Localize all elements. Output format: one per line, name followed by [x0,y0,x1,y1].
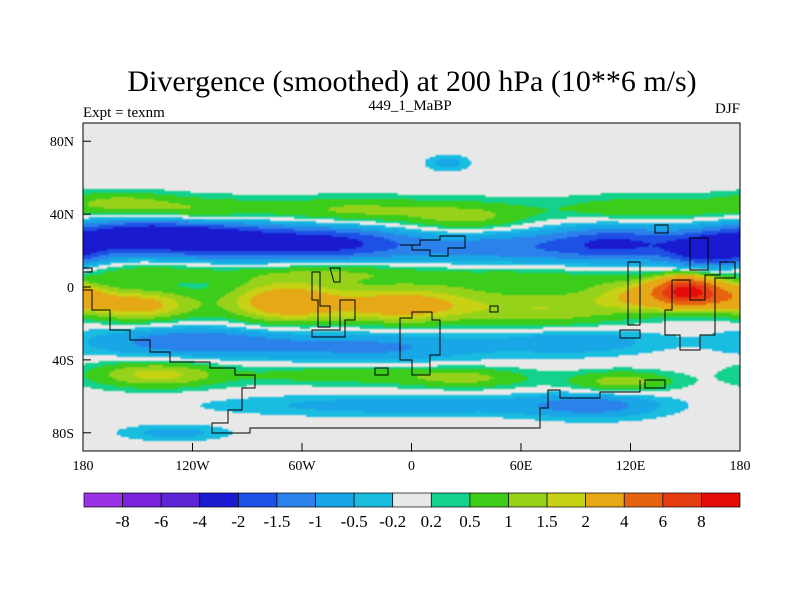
x-tick-label: 120W [175,459,210,474]
x-tick-label: 180 [73,459,94,474]
colorbar-label: 0.2 [421,512,442,531]
colorbar-label: -6 [154,512,168,531]
x-axis: 180 120W 60W 0 60E 120E 180 [73,443,751,474]
case-label: 449_1_MaBP [368,98,451,114]
colorbar-swatch [430,492,471,508]
colorbar-swatch [546,492,586,508]
colorbar-label: -0.2 [379,512,406,531]
colorbar-label: -8 [116,512,130,531]
colorbar-swatch [623,492,664,508]
y-tick-label: 80N [50,135,74,150]
colorbar-label: -0.5 [341,512,368,531]
season-label: DJF [715,101,740,117]
colorbar-swatch [122,492,162,508]
colorbar-swatch [662,492,702,508]
colorbar-label: 2 [581,512,590,531]
colorbar-label: 0.5 [459,512,480,531]
y-tick-label: 40S [52,354,74,369]
map-panel [82,122,741,452]
colorbar-swatch [276,492,316,508]
colorbar-label: 8 [697,512,706,531]
colorbar-swatch [392,492,432,508]
colorbar-swatch [353,492,394,508]
x-tick-label: 60W [288,459,316,474]
colorbar-label: 1 [504,512,513,531]
colorbar: -8 -6 -4 -2 -1.5 -1 -0.5 -0.2 0.2 0.5 1 1.5 2 4 6 8 [83,492,741,531]
colorbar-swatch [315,492,355,508]
x-tick-label: 180 [730,459,751,474]
colorbar-label: 4 [620,512,629,531]
colorbar-swatch [585,492,625,508]
colorbar-swatch [701,492,741,508]
colorbar-swatch [160,492,201,508]
y-tick-label: 0 [67,281,74,296]
colorbar-label: -4 [193,512,208,531]
x-tick-label: 120E [616,459,646,474]
colorbar-swatch [199,492,239,508]
colorbar-label: 1.5 [536,512,557,531]
y-tick-label: 80S [52,427,74,442]
chart-title: Divergence (smoothed) at 200 hPa (10**6 … [127,65,696,98]
colorbar-label: -1.5 [263,512,290,531]
y-axis: 80N 40N 0 40S 80S [50,135,91,442]
divergence-field [83,123,740,451]
coastline [82,224,736,434]
colorbar-swatch [469,492,509,508]
colorbar-label: -2 [231,512,245,531]
colorbar-swatch [508,492,548,508]
colorbar-swatch [83,492,123,508]
experiment-label: Expt = texnm [83,105,165,121]
x-tick-label: 60E [510,459,533,474]
x-tick-label: 0 [408,459,415,474]
colorbar-label: -1 [308,512,322,531]
y-tick-label: 40N [50,208,74,223]
colorbar-label: 6 [659,512,668,531]
colorbar-swatch [238,492,278,508]
